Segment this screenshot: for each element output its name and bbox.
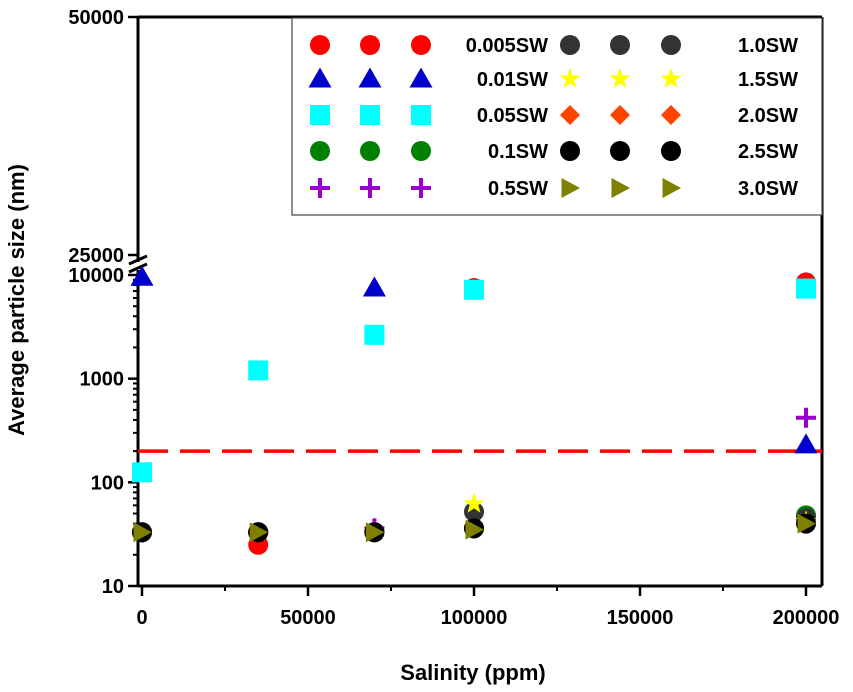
data-point (133, 522, 152, 543)
legend-marker (360, 35, 380, 55)
legend-marker (560, 105, 580, 125)
legend: 0.005SW 0.01SW 0.05SW 0.1SW 0.5SW 1.0SW 1.5SW 2… (291, 17, 823, 216)
axis-ticks: 0 50000 100000 150000 200000 10 100 1000 1000025… (68, 7, 839, 629)
series-0.01SW (130, 265, 818, 454)
data-point (248, 360, 269, 381)
legend-marker (411, 178, 431, 198)
legend-marker (360, 178, 380, 198)
legend-marker (661, 35, 681, 55)
data-point (365, 522, 385, 543)
legend-marker (559, 68, 581, 88)
legend-marker (360, 105, 380, 125)
series-0.005SW (248, 272, 816, 555)
legend-label: 1.0SW (738, 35, 798, 57)
data-point (797, 513, 816, 534)
x-tick-label: 100000 (441, 607, 508, 629)
y-axis-title: Average particle size (nm) (4, 164, 29, 436)
data-point (465, 519, 484, 540)
data-point (794, 433, 818, 454)
legend-label: 0.005SW (466, 35, 548, 57)
legend-marker (409, 67, 433, 88)
y-tick-label: 10 (102, 576, 124, 598)
legend-marker (661, 141, 681, 161)
legend-label: 3.0SW (738, 178, 798, 200)
legend-marker (360, 141, 380, 161)
y-tick-label: 10000 (68, 265, 124, 287)
data-point (464, 279, 484, 300)
legend-marker (310, 35, 330, 55)
legend-marker (560, 35, 580, 55)
legend-label: 1.5SW (738, 69, 798, 91)
y-tick-label: 25000 (68, 245, 124, 267)
axis-break-mark (128, 254, 148, 266)
x-tick-label: 0 (136, 607, 147, 629)
legend-marker (610, 105, 630, 125)
legend-marker (561, 178, 580, 198)
legend-label: 2.0SW (738, 105, 798, 127)
legend-marker (308, 67, 332, 88)
data-point (364, 324, 385, 345)
series-3.0SW (133, 513, 816, 543)
legend-marker (358, 67, 382, 88)
y-tick-label: 50000 (68, 7, 124, 29)
legend-marker (610, 35, 630, 55)
legend-box (291, 17, 823, 216)
legend-label: 0.01SW (477, 69, 548, 91)
legend-label: 0.05SW (477, 105, 548, 127)
legend-marker (661, 105, 681, 125)
legend-marker (411, 35, 431, 55)
data-point (249, 522, 269, 543)
axis-break-mark (128, 262, 148, 274)
legend-label: 0.1SW (488, 141, 548, 163)
data-point (463, 492, 485, 513)
legend-label: 2.5SW (738, 141, 798, 163)
x-tick-label: 150000 (607, 607, 674, 629)
data-point (796, 407, 816, 428)
legend-marker (610, 141, 630, 161)
data-point (132, 462, 152, 483)
y-tick-label: 100 (91, 472, 124, 494)
legend-marker (560, 141, 580, 161)
data-points (130, 265, 818, 555)
x-axis-title: Salinity (ppm) (400, 660, 545, 685)
data-point (130, 265, 154, 286)
legend-marker (411, 141, 431, 161)
data-point (464, 501, 484, 522)
data-point (362, 276, 386, 297)
axes (128, 15, 824, 588)
legend-marker (609, 68, 631, 88)
legend-marker (310, 141, 330, 161)
x-tick-label: 200000 (773, 607, 840, 629)
legend-marker (310, 105, 330, 125)
series-0.05SW (132, 278, 816, 483)
y-tick-label: 1000 (80, 369, 125, 391)
legend-label: 0.5SW (488, 178, 548, 200)
legend-marker (411, 105, 431, 125)
x-tick-label: 50000 (280, 607, 336, 629)
legend-marker (310, 178, 330, 198)
legend-marker (611, 178, 630, 198)
legend-marker (662, 178, 681, 198)
data-point (796, 278, 816, 299)
legend-marker (660, 68, 682, 88)
